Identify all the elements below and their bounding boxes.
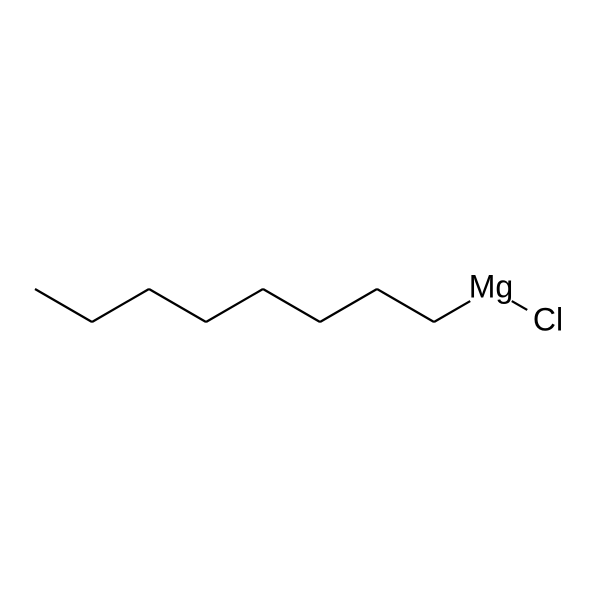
bond [512,301,527,310]
atom-label-cl: Cl [533,301,563,337]
bond [434,301,470,322]
molecule-canvas: Mg Cl [0,0,600,600]
bond [206,289,263,322]
bond [263,289,320,322]
bond [320,289,377,322]
atom-label-mg: Mg [469,268,513,304]
bond [149,289,206,322]
bond [35,289,92,322]
bond [377,289,434,322]
bond [92,289,149,322]
